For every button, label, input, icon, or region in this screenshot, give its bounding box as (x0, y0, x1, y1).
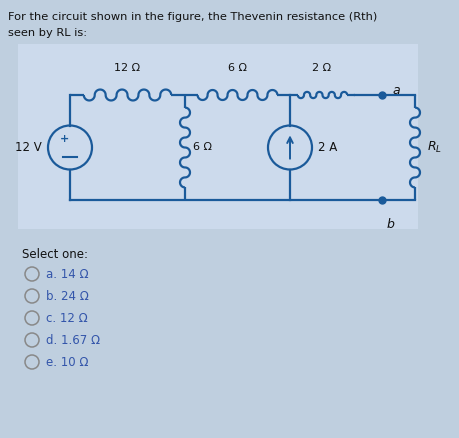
Text: c. 12 Ω: c. 12 Ω (46, 311, 88, 325)
Text: d. 1.67 Ω: d. 1.67 Ω (46, 333, 100, 346)
Text: b. 24 Ω: b. 24 Ω (46, 290, 89, 303)
FancyBboxPatch shape (18, 44, 417, 229)
Text: 12 Ω: 12 Ω (114, 63, 140, 73)
Text: e. 10 Ω: e. 10 Ω (46, 356, 88, 368)
Text: seen by RL is:: seen by RL is: (8, 28, 87, 38)
Text: Select one:: Select one: (22, 248, 88, 261)
Text: +: + (60, 134, 69, 145)
Text: 2 Ω: 2 Ω (312, 63, 331, 73)
Text: $R_L$: $R_L$ (426, 140, 441, 155)
Text: 6 Ω: 6 Ω (193, 142, 212, 152)
Text: 2 A: 2 A (317, 141, 336, 154)
Text: a. 14 Ω: a. 14 Ω (46, 268, 89, 280)
Text: a: a (391, 84, 399, 96)
Text: 12 V: 12 V (15, 141, 42, 154)
Text: 6 Ω: 6 Ω (228, 63, 246, 73)
Text: For the circuit shown in the figure, the Thevenin resistance (Rth): For the circuit shown in the figure, the… (8, 12, 376, 22)
Text: b: b (386, 218, 394, 231)
